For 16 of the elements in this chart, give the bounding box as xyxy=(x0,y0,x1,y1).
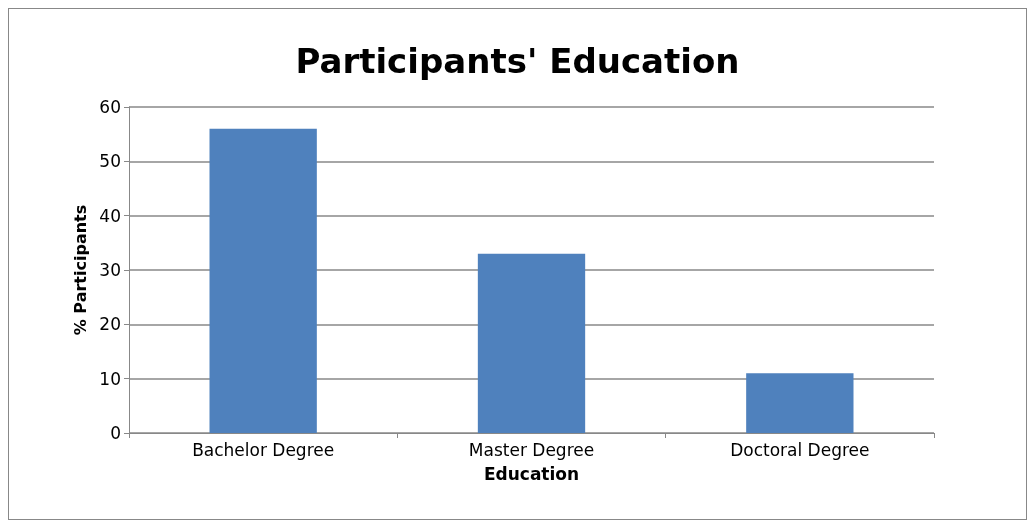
y-tick-label: 40 xyxy=(99,205,121,226)
y-tick-label: 30 xyxy=(99,260,121,280)
bar xyxy=(209,128,317,433)
x-tick-label: Bachelor Degree xyxy=(192,439,335,460)
y-tick-label: 20 xyxy=(99,314,121,335)
y-tick-label: 0 xyxy=(110,423,121,443)
x-tick-label: Doctoral Degree xyxy=(730,439,870,460)
chart-title: Participants' Education xyxy=(295,41,740,81)
y-tick-label: 10 xyxy=(99,368,121,389)
x-tick-label: Master Degree xyxy=(468,439,595,460)
y-tick-label: 60 xyxy=(99,97,121,117)
y-tick-label: 50 xyxy=(99,151,121,172)
bar xyxy=(477,253,586,433)
bar xyxy=(746,373,854,433)
y-axis-title: % Participants xyxy=(70,204,90,336)
x-axis-title: Education xyxy=(483,463,580,484)
